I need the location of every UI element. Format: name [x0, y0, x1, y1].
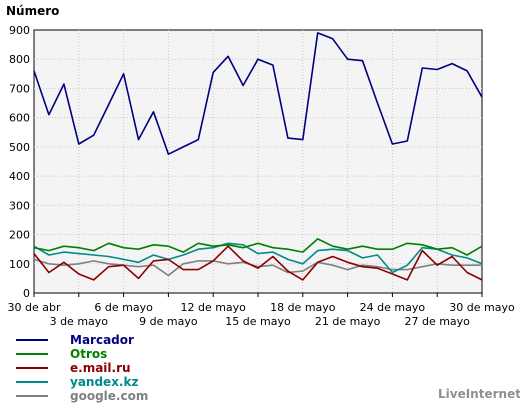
liveinternet-brand: LiveInternet: [438, 387, 520, 401]
x-tick-label: 6 de mayo: [94, 301, 153, 314]
y-tick-label: 0: [23, 287, 30, 300]
y-tick-label: 400: [9, 170, 30, 183]
legend-label: Otros: [70, 347, 108, 361]
legend-swatch: [16, 353, 48, 355]
legend-swatch: [16, 395, 48, 397]
x-tick-label: 27 de mayo: [404, 315, 470, 328]
x-axis-ticks: 30 de abr 6 de mayo 12 de mayo 18 de mayo 24…: [8, 293, 515, 328]
legend-label: e.mail.ru: [70, 361, 131, 375]
legend-item: Otros: [16, 347, 148, 361]
x-tick-label: 18 de mayo: [270, 301, 336, 314]
y-tick-label: 600: [9, 112, 30, 125]
series-line-otros: [33, 238, 483, 256]
legend-swatch: [16, 339, 48, 341]
x-tick-label: 3 de mayo: [50, 315, 109, 328]
x-tick-label: 15 de mayo: [225, 315, 291, 328]
legend-label: yandex.kz: [70, 375, 139, 389]
legend-label: google.com: [70, 389, 149, 403]
x-tick-label: 30 de abr: [8, 301, 61, 314]
y-tick-label: 800: [9, 53, 30, 66]
x-tick-label: 30 de mayo: [449, 301, 515, 314]
x-tick-label: 12 de mayo: [180, 301, 246, 314]
series-lines: [33, 32, 483, 281]
series-line-marcador: [33, 32, 483, 155]
legend-item: e.mail.ru: [16, 361, 148, 375]
y-tick-label: 900: [9, 24, 30, 37]
series-line-google-com: [33, 258, 482, 277]
legend-swatch: [16, 367, 48, 369]
y-axis-title: Número: [6, 4, 59, 18]
legend-swatch: [16, 381, 48, 383]
y-tick-label: 300: [9, 199, 30, 212]
legend-item: yandex.kz: [16, 375, 148, 389]
x-tick-label: 9 de mayo: [139, 315, 198, 328]
y-tick-label: 500: [9, 141, 30, 154]
series-line-e-mail-ru: [33, 245, 483, 281]
y-tick-label: 700: [9, 82, 30, 95]
legend-item: google.com: [16, 389, 148, 403]
legend-item: Marcador: [16, 333, 148, 347]
y-tick-label: 100: [9, 258, 30, 271]
legend-label: Marcador: [70, 333, 134, 347]
x-tick-label: 21 de mayo: [315, 315, 381, 328]
legend: Marcador Otros e.mail.ru yandex.kz google.co…: [16, 333, 148, 403]
y-tick-label: 200: [9, 229, 30, 242]
series-line-yandex-kz: [33, 242, 483, 274]
y-axis-ticks: 0 100 200 300 400 500 600 700 800 900: [9, 24, 30, 300]
x-tick-label: 24 de mayo: [360, 301, 426, 314]
